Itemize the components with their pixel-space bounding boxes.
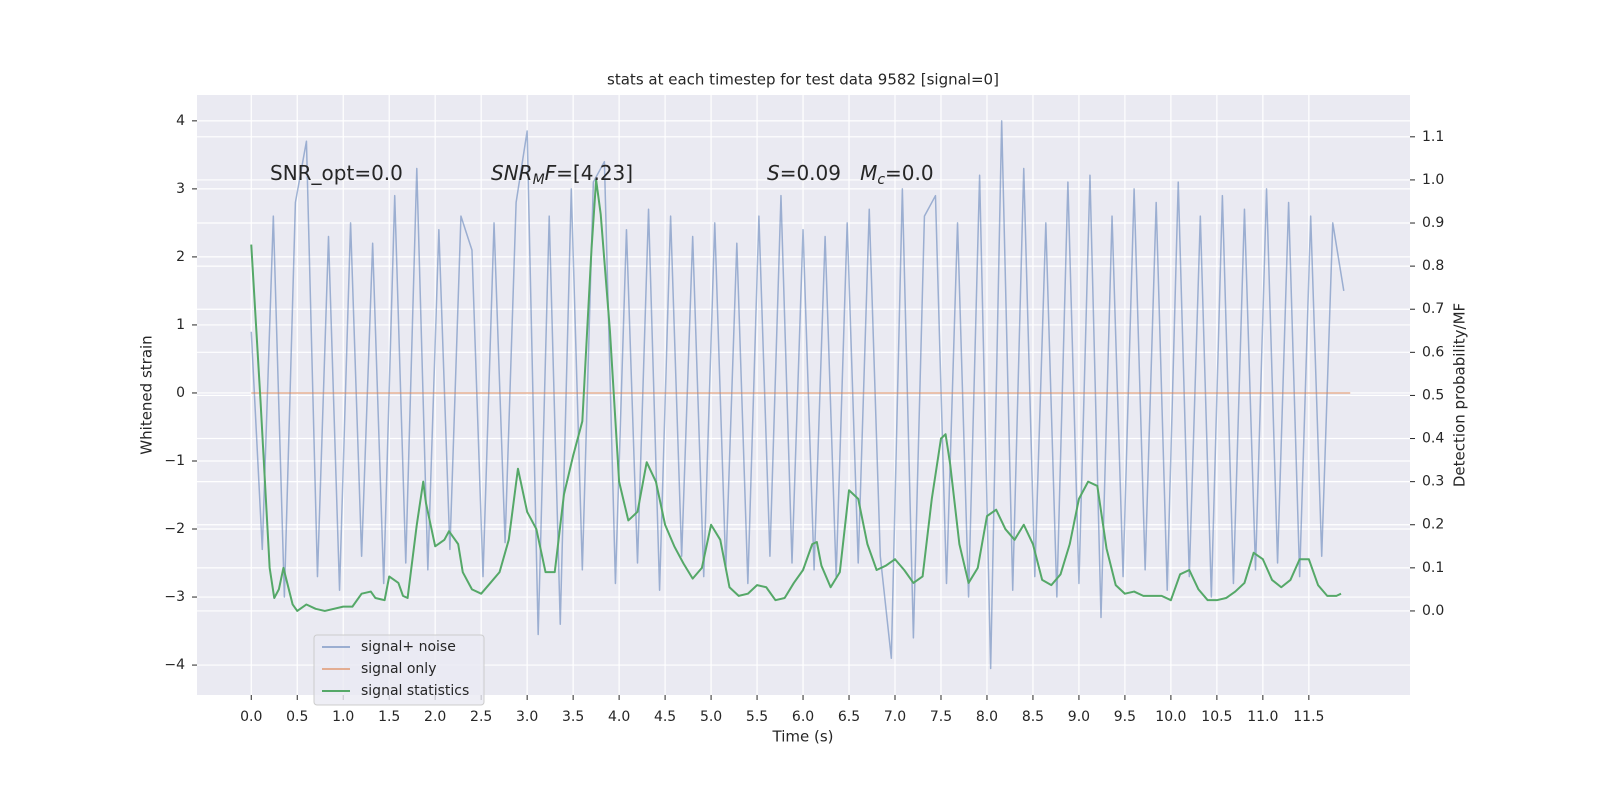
y-tick-label: −1 xyxy=(164,453,185,469)
legend-box xyxy=(313,634,485,706)
annotation-subscript: M xyxy=(533,172,545,188)
annotation-subscript: c xyxy=(877,172,885,188)
annotation-text: =0.09 xyxy=(780,161,860,185)
legend: signal+ noise signal only signal statistic… xyxy=(313,634,485,706)
y-tick-label: 0 xyxy=(176,385,185,401)
x-tick-label: 11.0 xyxy=(1247,709,1278,725)
annotation: SNR_opt=0.0 xyxy=(270,161,403,185)
y-axis-label: Whitened strain xyxy=(138,335,156,454)
x-tick-label: 11.5 xyxy=(1293,709,1324,725)
x-tick-label: 8.5 xyxy=(1022,709,1044,725)
x-tick-label: 10.0 xyxy=(1155,709,1186,725)
y2-tick-label: 0.2 xyxy=(1422,517,1444,533)
y2-tick-label: 0.1 xyxy=(1422,560,1444,576)
x-tick-label: 0.5 xyxy=(286,709,308,725)
y2-tick-label: 0.6 xyxy=(1422,344,1444,360)
y2-tick-label: 0.5 xyxy=(1422,387,1444,403)
y2-tick-label: 0.4 xyxy=(1422,431,1444,447)
y-tick-label: 3 xyxy=(176,181,185,197)
x-tick-label: 9.0 xyxy=(1068,709,1090,725)
y-tick-label: 2 xyxy=(176,249,185,265)
legend-label: signal only xyxy=(361,661,436,677)
x-axis-label: Time (s) xyxy=(772,728,834,746)
annotation-text: =0.0 xyxy=(885,161,934,185)
annotation-text: =[4.23] xyxy=(556,161,633,185)
y2-tick-label: 1.0 xyxy=(1422,172,1444,188)
x-tick-label: 4.0 xyxy=(608,709,630,725)
x-tick-label: 3.0 xyxy=(516,709,538,725)
x-tick-label: 7.0 xyxy=(884,709,906,725)
y2-tick-label: 0.3 xyxy=(1422,474,1444,490)
y2-tick-label: 0.7 xyxy=(1422,301,1444,317)
annotation-text: S xyxy=(767,161,780,185)
y-tick-label: 1 xyxy=(176,317,185,333)
series-line xyxy=(250,178,1342,612)
annotation: SNRMF=[4.23] xyxy=(491,161,633,188)
y-tick-label: −3 xyxy=(164,589,185,605)
x-tick-label: 2.0 xyxy=(424,709,446,725)
y2-axis-label: Detection probability/MF xyxy=(1451,303,1469,487)
marks xyxy=(250,120,1351,670)
annotation-text: SNR xyxy=(491,161,533,185)
x-tick-label: 3.5 xyxy=(562,709,584,725)
x-tick-label: 9.5 xyxy=(1114,709,1136,725)
series-line xyxy=(250,120,1345,670)
x-tick-label: 8.0 xyxy=(976,709,998,725)
annotation-text: F xyxy=(545,161,557,185)
chart-title: stats at each timestep for test data 958… xyxy=(607,71,999,89)
x-tick-label: 7.5 xyxy=(930,709,952,725)
x-tick-label: 1.0 xyxy=(332,709,354,725)
annotation-text: SNR_opt=0.0 xyxy=(270,161,403,185)
y2-tick-label: 0.8 xyxy=(1422,258,1444,274)
x-tick-label: 6.5 xyxy=(838,709,860,725)
legend-label: signal statistics xyxy=(361,683,469,699)
legend-label: signal+ noise xyxy=(361,639,456,655)
y-tick-label: 4 xyxy=(176,113,185,129)
y2-tick-label: 0.9 xyxy=(1422,215,1444,231)
x-tick-label: 5.0 xyxy=(700,709,722,725)
x-tick-label: 10.5 xyxy=(1201,709,1232,725)
x-tick-label: 0.0 xyxy=(240,709,262,725)
ticks: 0.0 0.5 1.0 1.5 2.0 2.5 3.0 3.5 4.0 4.5 5.0 5.5 6.0 6… xyxy=(164,113,1444,725)
x-tick-label: 4.5 xyxy=(654,709,676,725)
y-tick-label: −2 xyxy=(164,521,185,537)
x-tick-label: 1.5 xyxy=(378,709,400,725)
annotation-text: M xyxy=(860,161,877,185)
x-tick-label: 6.0 xyxy=(792,709,814,725)
x-tick-label: 5.5 xyxy=(746,709,768,725)
y-tick-label: −4 xyxy=(164,657,185,673)
annotation: S=0.09 Mc=0.0 xyxy=(767,161,934,188)
x-tick-label: 2.5 xyxy=(470,709,492,725)
y2-tick-label: 1.1 xyxy=(1422,129,1444,145)
y2-tick-label: 0.0 xyxy=(1422,603,1444,619)
